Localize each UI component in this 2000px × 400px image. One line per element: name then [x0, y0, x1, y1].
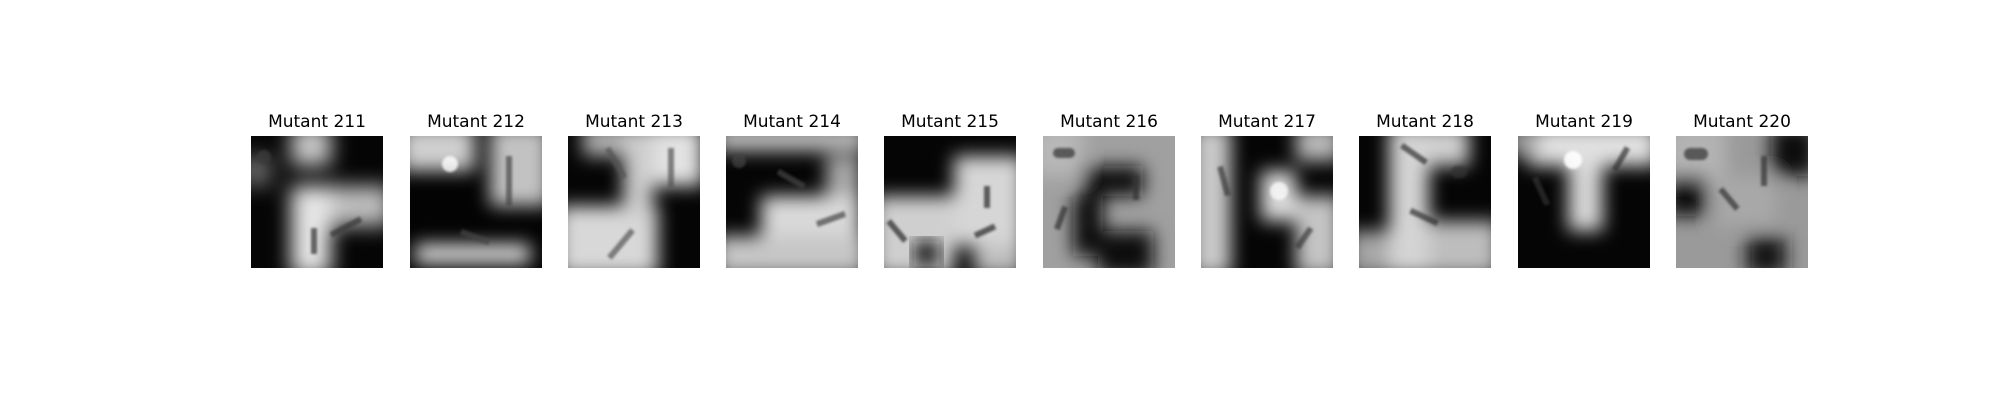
panel-title: Mutant 220	[1693, 112, 1791, 132]
panel-mutant-214: Mutant 214	[725, 112, 859, 268]
panel-mutant-212: Mutant 212	[409, 112, 543, 268]
panel-title: Mutant 214	[743, 112, 841, 132]
panel-mutant-215: Mutant 215	[883, 112, 1017, 268]
panel-mutant-218: Mutant 218	[1358, 112, 1492, 268]
mutant-image	[1201, 136, 1333, 268]
mutant-image	[251, 136, 383, 268]
mutant-image	[410, 136, 542, 268]
mutant-image	[1359, 136, 1491, 268]
panel-title: Mutant 215	[901, 112, 999, 132]
panel-mutant-220: Mutant 220	[1675, 112, 1809, 268]
panel-mutant-217: Mutant 217	[1200, 112, 1334, 268]
panel-title: Mutant 211	[268, 112, 366, 132]
panel-title: Mutant 213	[585, 112, 683, 132]
mutant-image	[726, 136, 858, 268]
mutant-image	[1676, 136, 1808, 268]
panel-title: Mutant 216	[1060, 112, 1158, 132]
panel-title: Mutant 217	[1218, 112, 1316, 132]
mutant-image	[884, 136, 1016, 268]
panel-title: Mutant 219	[1535, 112, 1633, 132]
panel-mutant-216: Mutant 216	[1042, 112, 1176, 268]
mutant-image	[1043, 136, 1175, 268]
mutant-image	[1518, 136, 1650, 268]
panel-mutant-211: Mutant 211	[250, 112, 384, 268]
mutant-image	[568, 136, 700, 268]
panel-mutant-213: Mutant 213	[567, 112, 701, 268]
panel-title: Mutant 218	[1376, 112, 1474, 132]
panel-title: Mutant 212	[427, 112, 525, 132]
panel-mutant-219: Mutant 219	[1517, 112, 1651, 268]
